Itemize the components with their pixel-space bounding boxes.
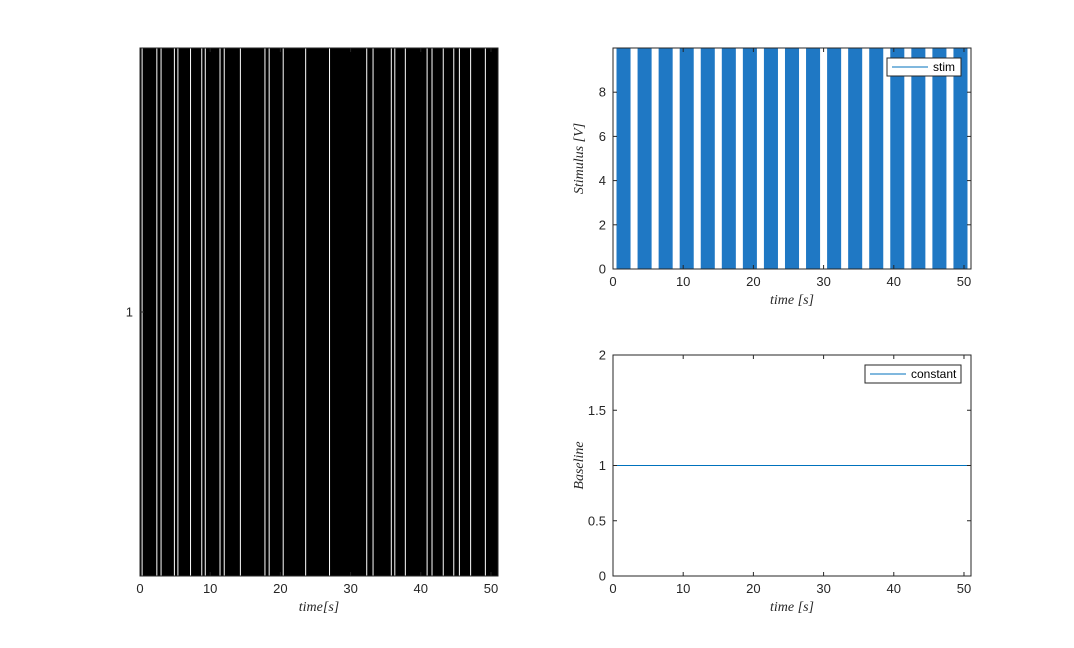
x-tick-label: 10 — [203, 581, 217, 596]
stim-pulse — [806, 48, 821, 269]
y-tick-label: 0 — [599, 569, 606, 584]
x-tick-label: 20 — [746, 274, 760, 289]
x-axis-label: time[s] — [299, 600, 339, 615]
stim-pulse — [932, 48, 947, 269]
y-tick-label: 2 — [599, 348, 606, 363]
stim-pulse — [679, 48, 694, 269]
stim-pulse — [742, 48, 757, 269]
legend-box — [864, 364, 962, 384]
stim-pulse — [869, 48, 884, 269]
x-tick-label: 20 — [273, 581, 287, 596]
stim-pulse — [763, 48, 778, 269]
legend-label: constant — [911, 367, 957, 381]
y-tick-label: 0 — [599, 262, 606, 277]
stimulus-plot: 0 10 20 30 40 50 time [s] 0 2 4 6 8 Stimulus [V] stim — [572, 47, 972, 308]
stim-pulse — [911, 48, 926, 269]
y-tick-label: 4 — [599, 173, 606, 188]
x-tick-label: 0 — [609, 274, 616, 289]
x-tick-label: 0 — [609, 581, 616, 596]
x-tick-label: 0 — [136, 581, 143, 596]
stim-pulse — [658, 48, 673, 269]
y-tick-label: 0.5 — [588, 513, 606, 528]
raster-plot: 0 10 20 30 40 50 time[s] 1 — [126, 47, 499, 615]
x-tick-label: 40 — [414, 581, 428, 596]
y-tick-label: 1 — [599, 458, 606, 473]
axes-box — [612, 47, 972, 270]
x-tick-label: 40 — [887, 581, 901, 596]
x-tick-label: 50 — [957, 274, 971, 289]
x-tick-label: 20 — [746, 581, 760, 596]
x-axis-label: time [s] — [770, 293, 814, 308]
x-tick-label: 30 — [816, 581, 830, 596]
x-tick-label: 10 — [676, 581, 690, 596]
x-tick-label: 10 — [676, 274, 690, 289]
y-axis-label: Baseline — [572, 441, 587, 489]
y-tick-label: 8 — [599, 85, 606, 100]
x-axis-label: time [s] — [770, 600, 814, 615]
spike-raster-fill — [140, 48, 498, 576]
y-tick-label: 2 — [599, 217, 606, 232]
stim-pulse — [827, 48, 842, 269]
y-tick-label: 6 — [599, 129, 606, 144]
x-tick-label: 40 — [887, 274, 901, 289]
baseline-plot: 0 10 20 30 40 50 time [s] 0 0.5 1 1.5 2 Baseline cons… — [572, 348, 972, 615]
stim-pulse — [700, 48, 715, 269]
x-tick-label: 50 — [957, 581, 971, 596]
stim-pulse — [890, 48, 905, 269]
stim-pulse — [784, 48, 800, 269]
y-tick-label: 1 — [126, 305, 133, 320]
stim-pulse — [953, 48, 968, 269]
stim-pulse — [848, 48, 863, 269]
x-tick-label: 30 — [816, 274, 830, 289]
x-tick-label: 50 — [484, 581, 498, 596]
x-tick-label: 30 — [343, 581, 357, 596]
stim-pulse — [616, 48, 631, 269]
stim-pulse — [637, 48, 652, 269]
y-tick-label: 1.5 — [588, 403, 606, 418]
y-axis-label: Stimulus [V] — [572, 123, 587, 194]
legend-label: stim — [933, 60, 955, 74]
stim-pulse — [721, 48, 736, 269]
